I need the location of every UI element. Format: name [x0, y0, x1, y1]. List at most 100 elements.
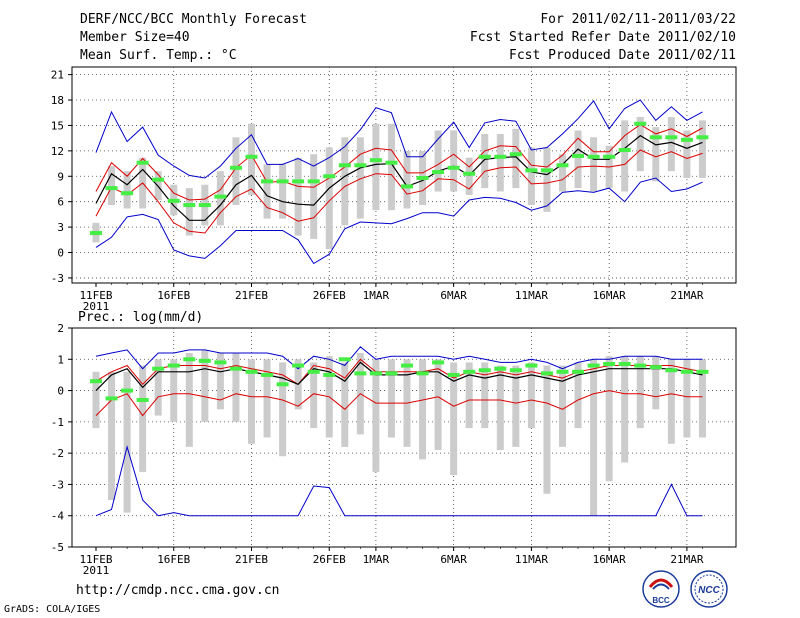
x-tick-label: 11FEB	[79, 553, 112, 566]
median-marker	[696, 369, 709, 374]
ensemble-bar	[636, 116, 644, 172]
median-marker	[447, 165, 460, 170]
median-marker	[105, 186, 118, 191]
bcc-logo-text: BCC	[652, 596, 670, 605]
median-marker	[245, 369, 258, 374]
median-marker	[649, 365, 662, 370]
median-marker	[603, 154, 616, 159]
median-marker	[478, 368, 491, 373]
series-line-min	[95, 177, 703, 265]
median-marker	[292, 179, 305, 184]
median-marker	[121, 388, 134, 393]
x-tick-label: 11FEB	[79, 289, 112, 302]
x-tick-label: 26FEB	[313, 289, 346, 302]
forecast-started-date: Fcst Started Refer Date 2011/02/10	[469, 30, 736, 45]
ensemble-bar	[310, 362, 318, 429]
median-marker	[276, 179, 289, 184]
median-marker	[603, 361, 616, 366]
ensemble-bar	[667, 116, 675, 172]
median-marker	[292, 363, 305, 368]
median-marker	[167, 363, 180, 368]
x-tick-label: 16FEB	[157, 289, 190, 302]
ensemble-bar	[574, 130, 582, 189]
ensemble-bar	[108, 166, 116, 206]
ensemble-bar	[356, 137, 364, 219]
median-marker	[432, 170, 445, 175]
source-url[interactable]: http://cmdp.ncc.cma.gov.cn	[76, 583, 280, 598]
ensemble-bar	[279, 164, 287, 219]
chart-title: DERF/NCC/BCC Monthly Forecast	[80, 12, 307, 27]
median-marker	[416, 175, 429, 180]
median-marker	[556, 163, 569, 168]
median-marker	[540, 168, 553, 173]
y-tick-label: 3	[57, 221, 64, 234]
y-tick-label: 0	[57, 247, 64, 260]
median-marker	[183, 357, 196, 362]
ensemble-bar	[698, 359, 706, 438]
median-marker	[665, 135, 678, 140]
ensemble-bar	[123, 171, 131, 209]
x-tick-label: 21FEB	[235, 289, 268, 302]
series-line-upper	[95, 124, 703, 201]
median-marker	[525, 363, 538, 368]
panel-title: Prec.: log(mm/d)	[78, 310, 203, 325]
median-marker	[354, 371, 367, 376]
median-marker	[198, 203, 211, 208]
median-marker	[369, 158, 382, 163]
forecast-period: For 2011/02/11-2011/03/22	[540, 12, 736, 27]
x-year-label: 2011	[83, 300, 110, 313]
median-marker	[634, 363, 647, 368]
median-marker	[105, 396, 118, 401]
median-marker	[494, 154, 507, 159]
ncc-logo-icon: NCC	[690, 570, 728, 608]
ensemble-bar	[450, 362, 458, 476]
median-marker	[90, 231, 102, 236]
series-line-max	[95, 346, 703, 370]
median-marker	[649, 135, 662, 140]
x-tick-label: 21FEB	[235, 553, 268, 566]
median-marker	[509, 368, 522, 373]
ensemble-bar	[621, 120, 629, 192]
median-marker	[229, 165, 242, 170]
median-marker	[261, 179, 274, 184]
median-marker	[276, 382, 289, 387]
ensemble-bar	[372, 123, 380, 211]
ensemble-bar	[248, 123, 255, 195]
member-size: Member Size=40	[80, 30, 190, 45]
median-marker	[369, 371, 382, 376]
ensemble-bar	[652, 127, 660, 182]
ensemble-bar	[154, 359, 162, 416]
y-tick-label: -2	[51, 447, 64, 460]
median-marker	[385, 371, 398, 376]
ensemble-bar	[403, 150, 411, 209]
median-marker	[323, 372, 336, 377]
median-marker	[618, 148, 631, 153]
ensemble-bar	[667, 359, 675, 444]
ncc-logo-text: NCC	[698, 585, 720, 596]
median-marker	[338, 357, 351, 362]
y-tick-label: 21	[51, 69, 64, 82]
ensemble-bar	[465, 157, 473, 195]
y-tick-label: 18	[51, 94, 64, 107]
median-marker	[618, 361, 631, 366]
ensemble-bar	[372, 359, 380, 472]
ensemble-bar	[636, 356, 644, 429]
median-marker	[401, 184, 413, 189]
median-marker	[229, 366, 242, 371]
x-year-label: 2011	[83, 564, 110, 577]
x-tick-label: 11MAR	[515, 289, 548, 302]
ensemble-bar	[248, 359, 255, 444]
median-marker	[587, 363, 600, 368]
x-tick-label: 16MAR	[593, 289, 626, 302]
y-tick-label: 1	[57, 353, 64, 366]
median-marker	[556, 369, 569, 374]
y-tick-label: -5	[51, 541, 64, 554]
ensemble-bar	[434, 359, 442, 451]
ensemble-bar	[683, 359, 691, 438]
median-marker	[214, 194, 227, 199]
ensemble-bar	[294, 157, 302, 236]
ensemble-bar	[527, 362, 535, 429]
median-marker	[665, 368, 678, 373]
median-marker	[447, 372, 460, 377]
